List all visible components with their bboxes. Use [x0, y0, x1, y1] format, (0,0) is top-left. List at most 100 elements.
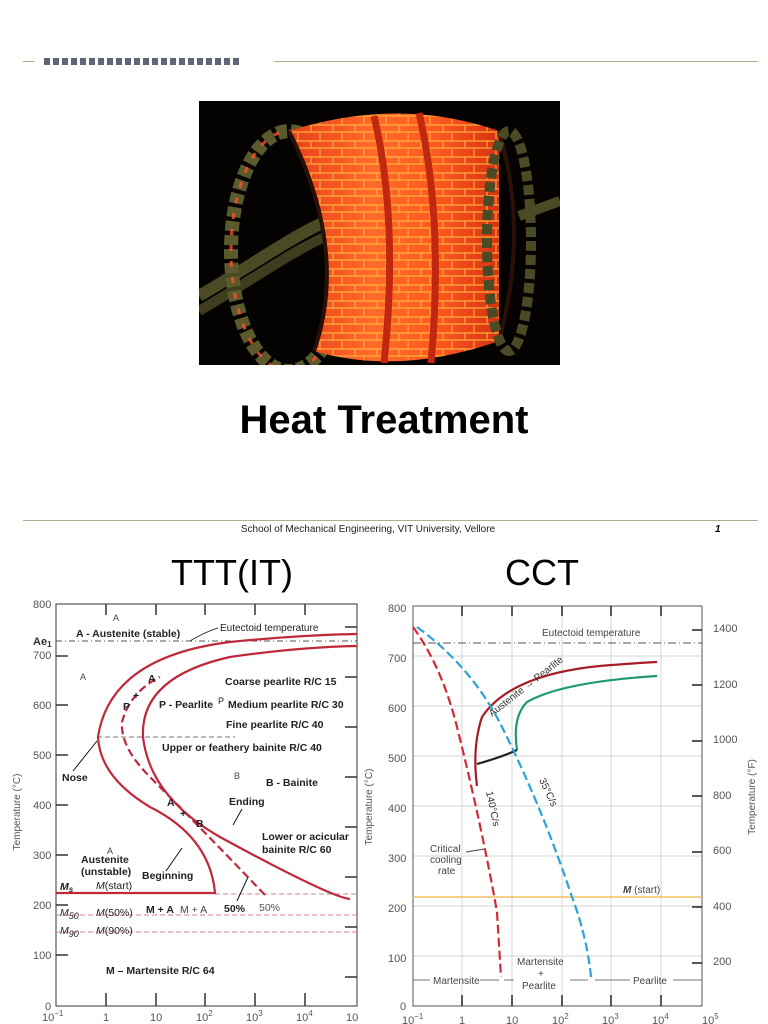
svg-text:0: 0 [400, 1001, 406, 1013]
svg-text:104: 104 [652, 1012, 669, 1024]
svg-text:Ending: Ending [229, 796, 265, 808]
svg-text:200: 200 [388, 903, 406, 915]
svg-text:400: 400 [33, 800, 51, 812]
svg-text:400: 400 [388, 803, 406, 815]
svg-text:Austenite: Austenite [81, 854, 129, 866]
svg-text:Martensite: Martensite [433, 976, 480, 987]
svg-text:Nose: Nose [62, 772, 88, 784]
decorative-square [53, 58, 59, 65]
svg-text:Temperature (°F): Temperature (°F) [747, 759, 758, 835]
svg-text:10−1: 10−1 [42, 1009, 64, 1024]
svg-text:104: 104 [296, 1009, 313, 1024]
svg-text:Critical: Critical [430, 844, 461, 855]
ttt-title: TTT(IT) [171, 552, 293, 593]
svg-text:400: 400 [713, 901, 731, 913]
svg-text:Temperature (°C): Temperature (°C) [364, 769, 375, 846]
decorative-square [224, 58, 230, 65]
svg-text:A: A [80, 672, 86, 682]
decorative-square [125, 58, 131, 65]
y-tick-800: 800 [33, 599, 51, 611]
header-rule [274, 61, 758, 62]
svg-text:A - Austenite (stable): A - Austenite (stable) [76, 628, 180, 640]
decorative-square [152, 58, 158, 65]
svg-text:102: 102 [552, 1012, 569, 1024]
svg-text:B: B [234, 771, 240, 781]
decorative-square [71, 58, 77, 65]
svg-text:10: 10 [150, 1012, 162, 1024]
svg-text:M50: M50 [60, 907, 79, 921]
svg-text:Upper or feathery bainite R/C: Upper or feathery bainite R/C 40 [162, 742, 322, 754]
svg-text:800: 800 [388, 603, 406, 615]
decorative-square [161, 58, 167, 65]
decorative-square [197, 58, 203, 65]
page-number: 1 [715, 524, 721, 535]
svg-text:700: 700 [388, 653, 406, 665]
decorative-square [188, 58, 194, 65]
decorative-square [98, 58, 104, 65]
svg-text:rate: rate [438, 866, 456, 877]
svg-text:bainite R/C 60: bainite R/C 60 [262, 844, 332, 856]
svg-text:Ae1: Ae1 [33, 636, 52, 649]
svg-text:cooling: cooling [430, 855, 462, 866]
svg-text:M(50%): M(50%) [96, 907, 133, 919]
svg-text:+: + [180, 808, 186, 820]
svg-text:10−1: 10−1 [402, 1012, 424, 1024]
svg-text:B - Bainite: B - Bainite [266, 777, 318, 789]
svg-text:10: 10 [346, 1012, 358, 1024]
svg-text:Martensite: Martensite [517, 957, 564, 968]
decorative-square [170, 58, 176, 65]
svg-text:800: 800 [713, 790, 731, 802]
header-decorative-squares [44, 58, 239, 65]
svg-text:1: 1 [103, 1012, 109, 1024]
svg-text:103: 103 [246, 1009, 263, 1024]
slide-title: Heat Treatment [239, 398, 529, 442]
decorative-square [62, 58, 68, 65]
svg-text:100: 100 [388, 953, 406, 965]
svg-text:600: 600 [713, 845, 731, 857]
svg-text:1400: 1400 [713, 623, 737, 635]
svg-text:700: 700 [33, 650, 51, 662]
svg-text:102: 102 [196, 1009, 213, 1024]
decorative-square [179, 58, 185, 65]
decorative-square [143, 58, 149, 65]
svg-text:300: 300 [388, 853, 406, 865]
svg-text:M (start): M (start) [623, 885, 660, 896]
svg-text:50%: 50% [224, 903, 246, 915]
heat-treatment-photo [199, 101, 560, 365]
svg-text:A: A [107, 846, 113, 856]
svg-text:Eutectoid temperature: Eutectoid temperature [220, 623, 319, 634]
svg-text:Coarse pearlite R/C 15: Coarse pearlite R/C 15 [225, 676, 337, 688]
svg-text:500: 500 [33, 750, 51, 762]
svg-text:1: 1 [459, 1015, 465, 1024]
svg-text:200: 200 [713, 956, 731, 968]
svg-text:+: + [133, 690, 139, 702]
glowing-cylinder-image [199, 101, 560, 365]
decorative-square [134, 58, 140, 65]
ttt-diagram: 800 700 600 500 400 300 200 100 0 Ae1 Tempera… [12, 599, 358, 1024]
svg-text:1200: 1200 [713, 679, 737, 691]
svg-text:500: 500 [388, 753, 406, 765]
svg-text:P - Pearlite: P - Pearlite [159, 699, 213, 711]
svg-text:50%: 50% [259, 902, 280, 914]
svg-text:A: A [148, 673, 156, 685]
cct-title: CCT [505, 552, 579, 593]
svg-text:200: 200 [33, 900, 51, 912]
svg-text:600: 600 [388, 703, 406, 715]
svg-text:1000: 1000 [713, 734, 737, 746]
svg-text:+: + [538, 969, 544, 980]
header-rule-short [23, 61, 35, 62]
svg-text:M + A: M + A [180, 904, 207, 916]
svg-text:Pearlite: Pearlite [522, 981, 556, 992]
svg-text:M + A: M + A [146, 904, 174, 916]
svg-text:0: 0 [45, 1001, 51, 1013]
svg-text:Temperature (°C): Temperature (°C) [12, 774, 23, 851]
decorative-square [107, 58, 113, 65]
svg-text:A: A [167, 797, 175, 809]
svg-text:Lower or acicular: Lower or acicular [262, 831, 349, 843]
decorative-square [233, 58, 239, 65]
svg-text:35°C/s: 35°C/s [536, 777, 559, 809]
svg-text:Pearlite: Pearlite [633, 976, 667, 987]
svg-text:(unstable): (unstable) [81, 866, 131, 878]
svg-text:105: 105 [702, 1012, 719, 1024]
